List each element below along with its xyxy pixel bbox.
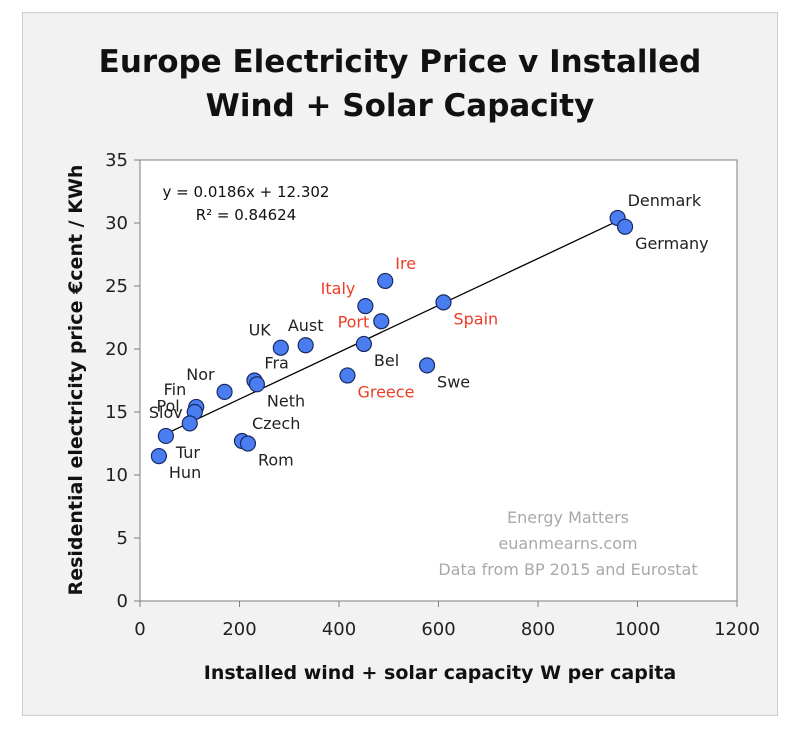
- trendline: [164, 219, 621, 435]
- grid-layer: [139, 159, 738, 602]
- data-point-aust: [297, 337, 314, 354]
- point-label-nor: Nor: [186, 365, 215, 384]
- data-point-ire: [377, 272, 394, 290]
- watermark-line-1: Energy Matters: [507, 508, 629, 527]
- data-point-rom: [239, 435, 257, 452]
- y-axis-title: Residential electricity price €cent / KW…: [65, 165, 87, 596]
- point-label-hun: Hun: [169, 463, 201, 482]
- trend-layer: [164, 219, 621, 435]
- data-point-germany: [616, 218, 634, 235]
- watermark-line-3: Data from BP 2015 and Eurostat: [438, 560, 697, 579]
- data-point-swe: [418, 357, 436, 374]
- label-layer: Denmark Germany Ire Italy Spain Port Aust UK Bel…: [149, 191, 709, 482]
- point-label-uk: UK: [249, 321, 272, 340]
- point-label-pol: Pol: [156, 396, 179, 415]
- y-tick-label: 20: [105, 339, 128, 360]
- y-tick-label: 5: [117, 528, 128, 549]
- data-point-neth: [248, 376, 266, 393]
- data-point-port: [373, 313, 390, 330]
- y-tick-label: 0: [117, 591, 128, 612]
- x-tick-label: 0: [134, 619, 145, 640]
- data-point-greece: [339, 367, 356, 384]
- axis-layer: 0 5 10 15 20 25 30 35 0 200 400 600 800 1000 1200: [105, 150, 760, 640]
- x-tick-label: 1200: [714, 619, 760, 640]
- point-layer: [150, 209, 634, 465]
- x-axis-title: Installed wind + solar capacity W per ca…: [204, 662, 676, 684]
- x-tick-label: 1000: [615, 619, 661, 640]
- data-point-tur: [157, 427, 174, 445]
- point-label-fra: Fra: [264, 354, 288, 373]
- trendline-equation: y = 0.0186x + 12.302: [163, 183, 330, 201]
- data-point-nor: [216, 383, 233, 400]
- data-point-bel: [355, 335, 372, 353]
- chart-title-line-2: Wind + Solar Capacity: [205, 88, 595, 124]
- point-label-rom: Rom: [258, 451, 294, 470]
- x-tick-label: 800: [521, 619, 555, 640]
- point-label-germany: Germany: [635, 234, 709, 253]
- point-label-neth: Neth: [267, 391, 305, 410]
- x-tick-label: 600: [421, 619, 455, 640]
- chart-title-line-1: Europe Electricity Price v Installed: [98, 44, 702, 80]
- y-tick-label: 10: [105, 465, 128, 486]
- data-point-italy: [357, 298, 374, 315]
- data-point-hun: [150, 448, 168, 465]
- plot-area: [139, 159, 738, 602]
- point-label-italy: Italy: [321, 279, 356, 298]
- point-label-swe: Swe: [437, 372, 470, 391]
- point-label-czech: Czech: [252, 414, 300, 433]
- y-tick-label: 15: [105, 402, 128, 423]
- watermark-line-2: euanmearns.com: [498, 534, 637, 553]
- point-label-aust: Aust: [288, 316, 324, 335]
- data-point-uk: [272, 339, 289, 356]
- y-tick-label: 25: [105, 276, 128, 297]
- data-point-spain: [435, 294, 452, 311]
- y-tick-label: 35: [105, 150, 128, 171]
- point-label-ire: Ire: [395, 254, 416, 273]
- point-label-slov: Slov: [149, 403, 183, 422]
- point-label-bel: Bel: [374, 351, 399, 370]
- point-label-port: Port: [338, 312, 370, 331]
- chart-title: Europe Electricity Price v Installed Win…: [22, 40, 778, 128]
- point-label-greece: Greece: [357, 382, 414, 401]
- point-label-denmark: Denmark: [628, 191, 702, 210]
- data-point-pol: [181, 415, 198, 432]
- point-label-spain: Spain: [453, 309, 498, 328]
- point-label-tur: Tur: [175, 443, 200, 462]
- x-tick-label: 200: [222, 619, 256, 640]
- trendline-r2: R² = 0.84624: [196, 206, 297, 224]
- point-label-fin: Fin: [164, 380, 187, 399]
- x-tick-label: 400: [322, 619, 356, 640]
- y-tick-label: 30: [105, 213, 128, 234]
